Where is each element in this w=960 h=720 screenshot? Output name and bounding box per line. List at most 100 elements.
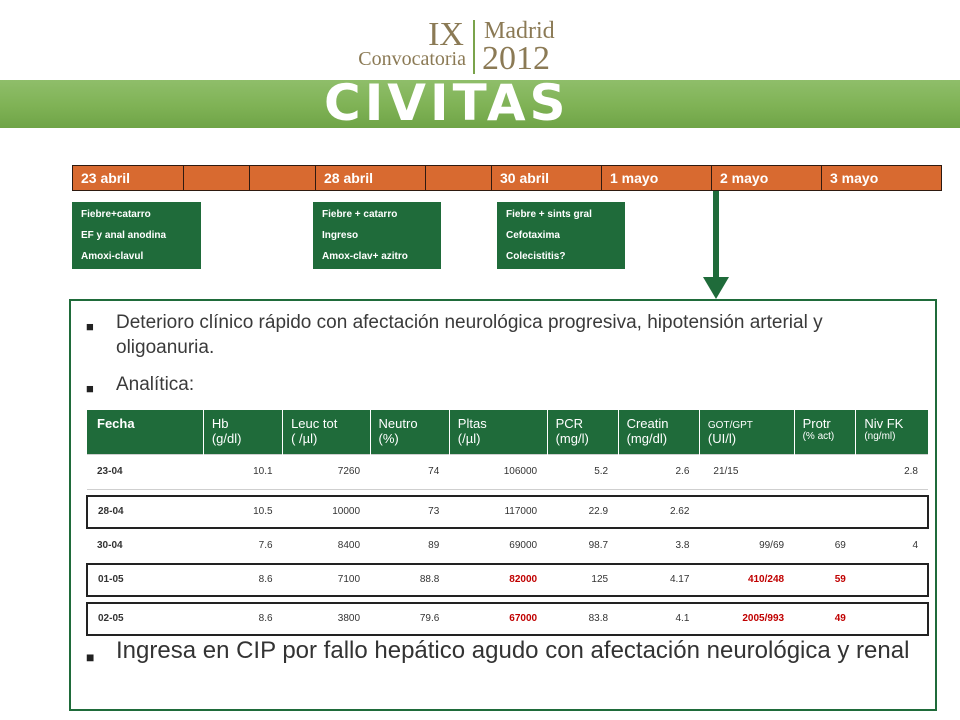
table-row: 01-05 8.6 7100 88.8 82000 125 4.17 410/2…: [85, 562, 930, 597]
note-line: Fiebre + sints gral: [506, 209, 592, 220]
banner-title: CIVITAS: [324, 74, 570, 132]
cell-creatin: 2.6: [618, 453, 700, 490]
cell-pcr: 22.9: [547, 494, 619, 529]
timeline-cell: [250, 165, 316, 191]
square-bullet-icon: ■: [86, 381, 94, 396]
table-row: 02-05 8.6 3800 79.6 67000 83.8 4.1 2005/…: [85, 601, 930, 636]
cell-pltas: 106000: [449, 453, 548, 490]
square-bullet-icon: ■: [86, 319, 94, 334]
timeline-cell: 1 mayo: [602, 165, 712, 191]
timeline-cell: 28 abril: [316, 165, 426, 191]
bullet-text: Analítica:: [116, 374, 195, 395]
timeline-cell: [426, 165, 492, 191]
note-line: EF y anal anodina: [81, 230, 167, 241]
cell-pcr: 125: [547, 562, 619, 597]
cell-leuc: 3800: [282, 601, 371, 636]
col-header-niv-fk: Niv FK (ng/ml): [855, 410, 928, 454]
lab-results-table: Fecha Hb (g/dl) Leuc tot( /µl) Neutro (%) …: [85, 410, 930, 636]
cell-got-gpt: 410/248: [699, 562, 795, 597]
event-note-30-abril: Fiebre + sints gral Cefotaxima Colecisti…: [497, 202, 625, 269]
cell-protr: 69: [834, 540, 846, 551]
timeline-cell: 3 mayo: [822, 165, 942, 191]
cell-fecha: 02-05: [85, 601, 204, 636]
cell-creatin: 4.17: [618, 562, 700, 597]
event-year: 2012: [482, 40, 550, 77]
header-divider: [473, 20, 475, 74]
cell-niv-fk: 4: [912, 540, 918, 551]
cell-pltas: 117000: [449, 494, 548, 529]
cell-pltas: 67000: [449, 601, 548, 636]
bullet-deterioro: ■ Deterioro clínico rápido con afectació…: [86, 310, 916, 370]
cell-protr: [794, 494, 856, 529]
cell-pltas: 69000: [509, 540, 538, 551]
note-line: Amox-clav+ azitro: [322, 251, 408, 262]
cell-neutro: 73: [370, 494, 450, 529]
timeline-cell: 30 abril: [492, 165, 602, 191]
bullet-text: Deterioro clínico rápido con afectación …: [116, 312, 823, 358]
cell-hb: 7.6: [258, 540, 273, 551]
bullet-ingresa-cip: ■ Ingresa en CIP por fallo hepático agud…: [86, 636, 916, 706]
title-banner: [0, 80, 960, 128]
cell-neutro: 89: [428, 540, 440, 551]
down-arrow-icon: [703, 191, 729, 299]
cell-hb: 8.6: [203, 562, 283, 597]
col-header-neutro: Neutro (%): [369, 410, 450, 454]
event-city: Madrid: [484, 18, 555, 44]
note-line: Fiebre + catarro: [322, 209, 398, 220]
cell-leuc: 7260: [282, 453, 371, 490]
timeline-cell: 23 abril: [72, 165, 184, 191]
note-line: Amoxi-clavul: [81, 251, 144, 262]
event-note-28-abril: Fiebre + catarro Ingreso Amox-clav+ azit…: [313, 202, 441, 269]
cell-hb: 10.1: [203, 453, 283, 490]
cell-neutro: 74: [370, 453, 450, 490]
col-header-hb: Hb (g/dl): [202, 410, 283, 454]
table-row: 30-04 7.6 8400 89 69000 98.7 3.8 99/69 6…: [87, 528, 928, 564]
col-header-protr: Protr (% act): [793, 410, 856, 454]
table-row: 23-04 10.1 7260 74 106000 5.2 2.6 21/15 …: [87, 453, 928, 490]
timeline-bar: 23 abril 28 abril 30 abril 1 mayo 2 mayo…: [72, 165, 942, 191]
cell-niv-fk: [855, 601, 930, 636]
col-header-leuc: Leuc tot( /µl): [282, 410, 371, 454]
cell-got-gpt: 21/15: [699, 453, 795, 490]
cell-protr: [794, 453, 856, 490]
col-header-creatin: Creatin (mg/dl): [617, 410, 700, 454]
cell-fecha: 23-04: [87, 453, 204, 490]
cell-creatin: 2.62: [618, 494, 700, 529]
row-spacer: [87, 596, 928, 603]
cell-got-gpt: 99/69: [759, 540, 785, 551]
note-line: Colecistitis?: [506, 251, 566, 262]
cell-niv-fk: 2.8: [855, 453, 928, 490]
cell-pcr: 98.7: [588, 540, 609, 551]
col-header-pcr: PCR (mg/l): [546, 410, 619, 454]
cell-got-gpt: [699, 494, 795, 529]
cell-fecha: 28-04: [85, 494, 204, 529]
note-line: Cefotaxima: [506, 230, 560, 241]
convocatoria-number: IX: [428, 16, 464, 53]
cell-protr: 49: [794, 601, 856, 636]
cell-creatin: 4.1: [618, 601, 700, 636]
content-frame: [69, 299, 937, 711]
cell-fecha: 30-04: [97, 540, 123, 551]
convocatoria-label: Convocatoria: [358, 48, 466, 70]
cell-leuc: 8400: [337, 540, 361, 551]
cell-niv-fk: [855, 562, 930, 597]
slide-header: IX Convocatoria Madrid 2012 CIVITAS: [0, 0, 960, 160]
timeline-cell: [184, 165, 250, 191]
note-line: Fiebre+catarro: [81, 209, 151, 220]
col-header-pltas: Pltas (/µl): [448, 410, 548, 454]
cell-pcr: 5.2: [547, 453, 619, 490]
table-row: 28-04 10.5 10000 73 117000 22.9 2.62: [85, 494, 930, 529]
col-header-got-gpt: GOT/GPT (UI/l): [698, 410, 795, 454]
cell-pltas: 82000: [449, 562, 548, 597]
bullet-analitica: ■ Analítica:: [86, 372, 916, 402]
col-header-fecha: Fecha: [87, 410, 204, 454]
cell-got-gpt: 2005/993: [699, 601, 795, 636]
event-note-23-abril: Fiebre+catarro EF y anal anodina Amoxi-c…: [72, 202, 201, 269]
cell-fecha: 01-05: [85, 562, 204, 597]
cell-hb: 8.6: [203, 601, 283, 636]
note-line: Ingreso: [322, 230, 359, 241]
bullet-text: Ingresa en CIP por fallo hepático agudo …: [116, 637, 910, 664]
square-bullet-icon: ■: [86, 649, 95, 665]
cell-niv-fk: [855, 494, 930, 529]
cell-leuc: 10000: [282, 494, 371, 529]
